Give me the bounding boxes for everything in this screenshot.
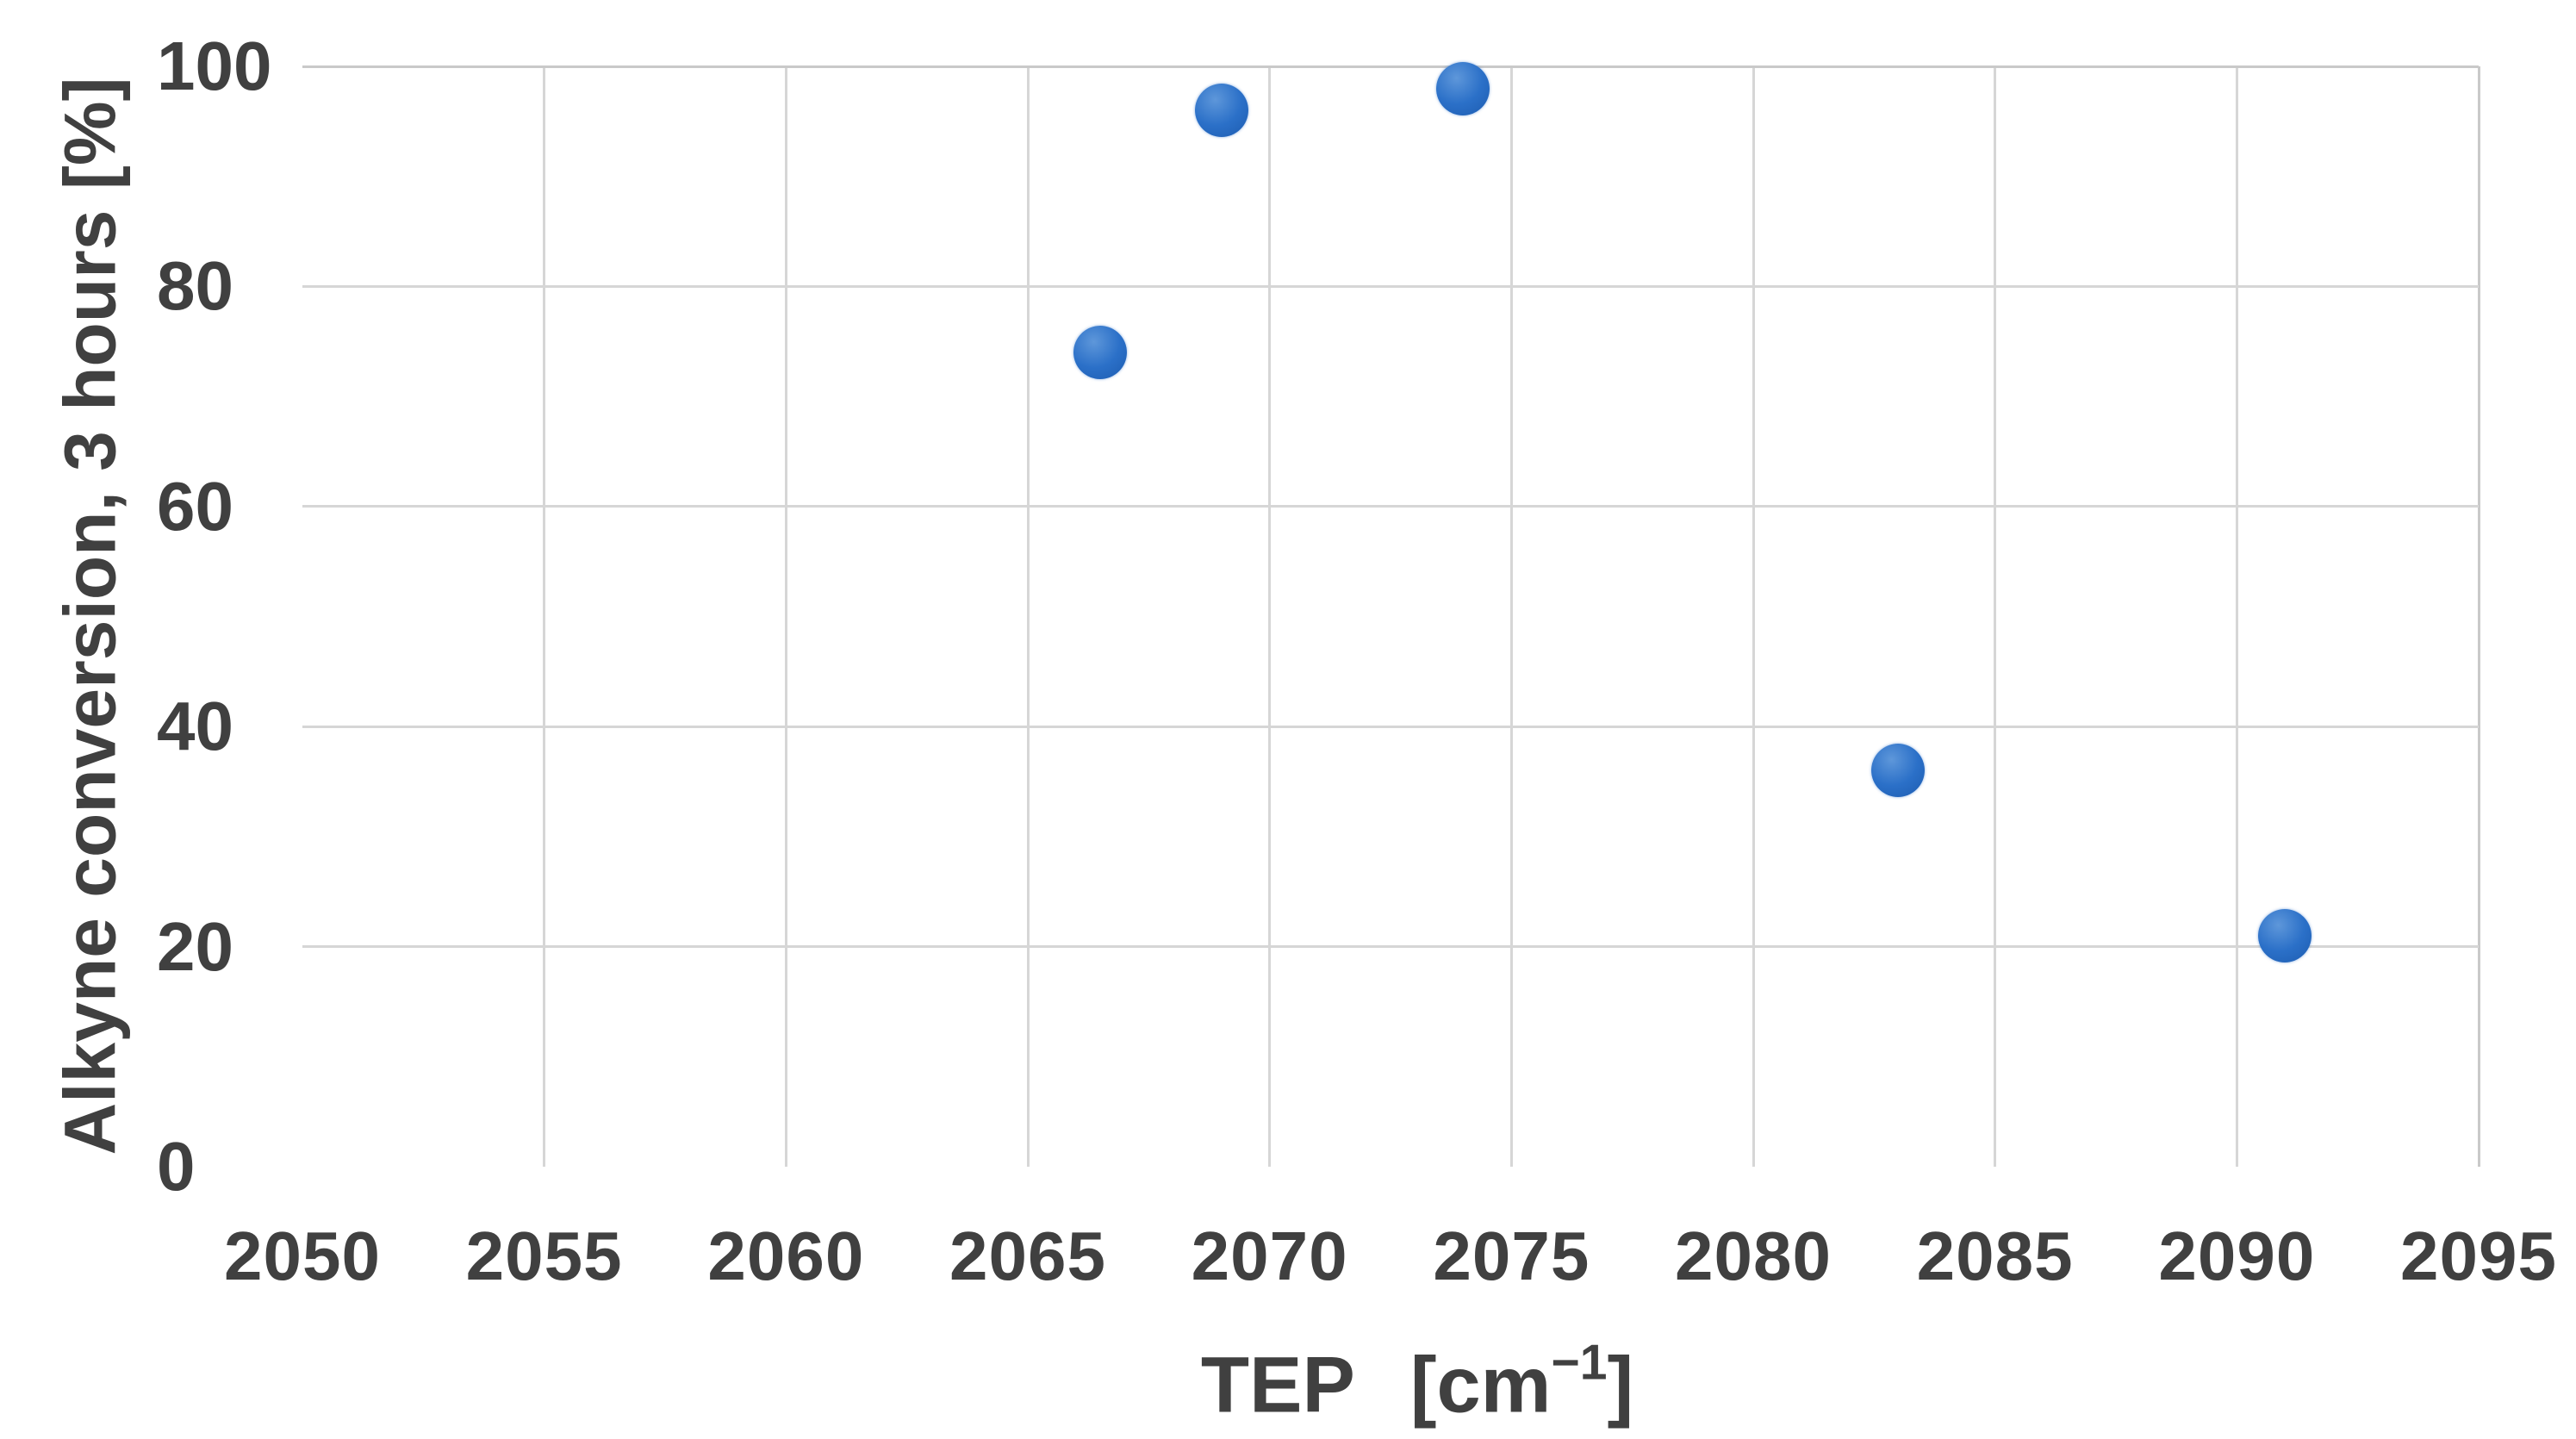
gridline-vertical xyxy=(2477,66,2480,1167)
gridline-vertical xyxy=(1026,66,1030,1167)
x-tick-label: 2085 xyxy=(1916,1218,2074,1294)
x-tick-label: 2065 xyxy=(949,1218,1106,1294)
x-tick-label: 2080 xyxy=(1675,1218,1832,1294)
x-tick-label: 2095 xyxy=(2400,1218,2557,1294)
x-tick-label: 2090 xyxy=(2158,1218,2316,1294)
data-point xyxy=(1871,744,1926,798)
x-axis-unit-exponent: −1 xyxy=(1551,1335,1608,1390)
data-point xyxy=(2258,908,2312,962)
x-tick-label: 2070 xyxy=(1191,1218,1348,1294)
gridline-vertical xyxy=(1752,66,1755,1167)
gridline-horizontal xyxy=(302,945,2479,949)
gridline-vertical xyxy=(1509,66,1513,1167)
gridline-vertical xyxy=(2235,66,2238,1167)
gridline-vertical xyxy=(1994,66,1997,1167)
gridline-horizontal xyxy=(302,284,2479,288)
y-tick-label: 100 xyxy=(157,28,272,104)
x-tick-label: 2075 xyxy=(1433,1218,1590,1294)
gridline-vertical xyxy=(543,66,546,1167)
x-axis-title: TEP [cm−1] xyxy=(1200,1337,1634,1431)
x-axis-unit-close: ] xyxy=(1607,1341,1634,1430)
gridline-horizontal xyxy=(302,725,2479,728)
y-tick-label: 80 xyxy=(157,247,233,325)
data-point xyxy=(1436,61,1490,115)
x-axis-unit-open: [cm xyxy=(1409,1341,1552,1430)
data-point xyxy=(1073,326,1128,380)
gridline-horizontal xyxy=(302,65,2479,68)
data-point xyxy=(1194,84,1248,138)
plot-area xyxy=(302,61,2480,1167)
y-tick-label: 40 xyxy=(157,688,233,765)
gridline-horizontal xyxy=(302,505,2479,508)
y-axis-title: Alkyne conversion, 3 hours [%] xyxy=(49,77,131,1156)
gridline-vertical xyxy=(784,66,787,1167)
x-axis-title-text: TEP xyxy=(1200,1341,1355,1430)
y-tick-label: 60 xyxy=(157,467,233,545)
x-tick-label: 2055 xyxy=(465,1218,623,1294)
gridline-vertical xyxy=(1268,66,1272,1167)
y-tick-label: 20 xyxy=(157,907,233,985)
x-tick-label: 2050 xyxy=(224,1218,381,1294)
y-tick-label: 0 xyxy=(157,1128,196,1205)
x-tick-label: 2060 xyxy=(707,1218,865,1294)
